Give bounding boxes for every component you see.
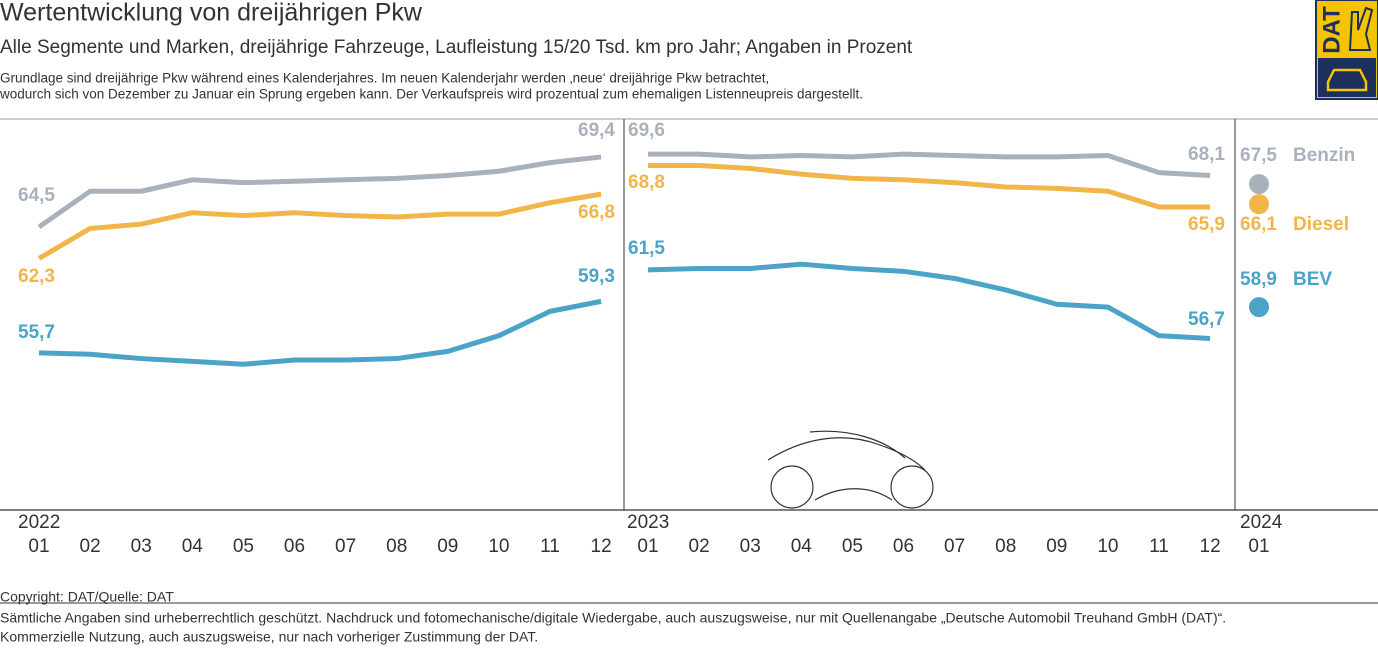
year-label: 2023 (627, 512, 669, 533)
year-label: 2024 (1240, 512, 1283, 533)
x-tick-label: 05 (842, 536, 863, 557)
footer: Kommerzielle Nutzung, auch auszugsweise,… (0, 629, 538, 645)
data-label: 65,9 (1188, 214, 1225, 235)
legend-label: BEV (1293, 269, 1332, 290)
x-tick-label: 07 (335, 536, 356, 557)
x-tick-label: 03 (131, 536, 152, 557)
data-label: 61,5 (628, 238, 665, 259)
x-tick-label: 11 (540, 536, 560, 557)
x-tick-label: 05 (233, 536, 254, 557)
data-label: 66,1 (1240, 214, 1277, 235)
x-tick-label: 08 (386, 536, 407, 557)
data-label: 56,7 (1188, 309, 1225, 330)
series-line (648, 151, 1211, 179)
x-tick-label: 12 (1200, 536, 1221, 557)
x-tick-label: 08 (995, 536, 1016, 557)
point (1249, 297, 1269, 318)
x-tick-label: 10 (1097, 536, 1118, 557)
x-tick-label: 01 (1248, 536, 1269, 557)
point (1249, 194, 1269, 215)
series-line (648, 163, 1211, 210)
point (1249, 174, 1269, 195)
x-tick-label: 09 (437, 536, 458, 557)
data-label: 64,5 (18, 185, 55, 206)
x-tick-label: 07 (944, 536, 965, 557)
note: wodurch sich von Dezember zu Januar ein … (0, 87, 863, 102)
x-tick-label: 04 (791, 536, 813, 557)
x-tick-label: 11 (1149, 536, 1169, 557)
logo: DAT (1315, 0, 1378, 100)
car-icon (767, 430, 934, 509)
logo-text: DAT (1318, 6, 1345, 54)
footer: Copyright: DAT/Quelle: DAT (0, 589, 174, 605)
x-tick-label: 06 (893, 536, 914, 557)
x-tick-label: 01 (637, 536, 658, 557)
x-tick-label: 04 (182, 536, 204, 557)
data-label: 62,3 (18, 266, 55, 287)
x-tick-label: 12 (591, 536, 612, 557)
series-line (37, 154, 602, 230)
legend-label: Benzin (1293, 145, 1355, 166)
data-label: 66,8 (578, 202, 615, 223)
data-label: 69,6 (628, 120, 665, 141)
data-label: 58,9 (1240, 269, 1277, 290)
x-tick-label: 10 (488, 536, 509, 557)
chart-title: Wertentwicklung von dreijährigen Pkw (0, 0, 423, 27)
data-label: 68,1 (1188, 144, 1225, 165)
legend-label: Diesel (1293, 214, 1349, 235)
year-label: 2022 (18, 512, 60, 533)
series-line (647, 261, 1211, 342)
data-label: 68,8 (628, 172, 665, 193)
x-tick-label: 02 (80, 536, 101, 557)
x-tick-label: 06 (284, 536, 305, 557)
series-line (37, 191, 602, 261)
x-tick-label: 09 (1046, 536, 1067, 557)
data-label: 59,3 (578, 266, 615, 287)
series-line (38, 298, 602, 367)
x-tick-label: 01 (28, 536, 49, 557)
footer: Sämtliche Angaben sind urheberrechtlich … (0, 610, 1226, 626)
data-label: 67,5 (1240, 145, 1277, 166)
note: Grundlage sind dreijährige Pkw während e… (0, 71, 769, 86)
x-tick-label: 03 (740, 536, 761, 557)
x-tick-label: 02 (689, 536, 710, 557)
data-label: 55,7 (18, 322, 55, 343)
data-label: 69,4 (578, 120, 615, 141)
chart-subtitle: Alle Segmente und Marken, dreijährige Fa… (0, 37, 913, 58)
